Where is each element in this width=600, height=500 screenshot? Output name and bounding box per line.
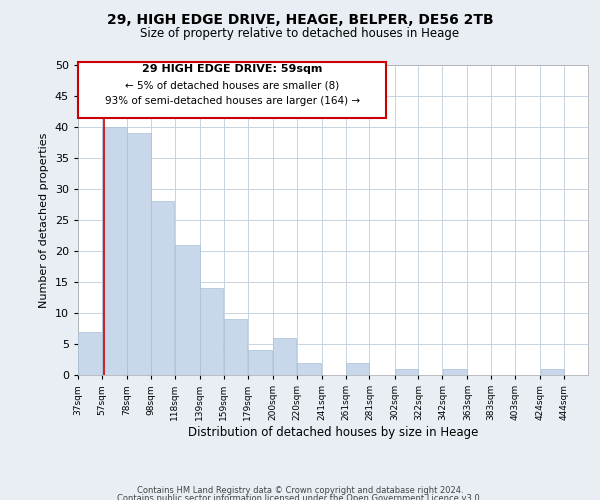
Bar: [175, 245, 200, 375]
Text: Contains public sector information licensed under the Open Government Licence v3: Contains public sector information licen…: [118, 494, 482, 500]
Bar: [102, 127, 127, 375]
Text: Size of property relative to detached houses in Heage: Size of property relative to detached ho…: [140, 28, 460, 40]
Text: Contains HM Land Registry data © Crown copyright and database right 2024.: Contains HM Land Registry data © Crown c…: [137, 486, 463, 495]
Bar: [273, 338, 296, 375]
Bar: [395, 369, 418, 375]
Text: 29 HIGH EDGE DRIVE: 59sqm: 29 HIGH EDGE DRIVE: 59sqm: [142, 64, 322, 74]
Bar: [200, 288, 223, 375]
Bar: [127, 133, 151, 375]
Bar: [541, 369, 564, 375]
X-axis label: Distribution of detached houses by size in Heage: Distribution of detached houses by size …: [188, 426, 478, 439]
Text: 29, HIGH EDGE DRIVE, HEAGE, BELPER, DE56 2TB: 29, HIGH EDGE DRIVE, HEAGE, BELPER, DE56…: [107, 12, 493, 26]
Text: 93% of semi-detached houses are larger (164) →: 93% of semi-detached houses are larger (…: [104, 96, 359, 106]
Bar: [297, 362, 322, 375]
Text: ← 5% of detached houses are smaller (8): ← 5% of detached houses are smaller (8): [125, 81, 339, 91]
Bar: [443, 369, 467, 375]
Bar: [346, 362, 369, 375]
Bar: [151, 202, 175, 375]
Bar: [248, 350, 272, 375]
Bar: [224, 319, 247, 375]
Y-axis label: Number of detached properties: Number of detached properties: [39, 132, 49, 308]
Bar: [78, 332, 101, 375]
